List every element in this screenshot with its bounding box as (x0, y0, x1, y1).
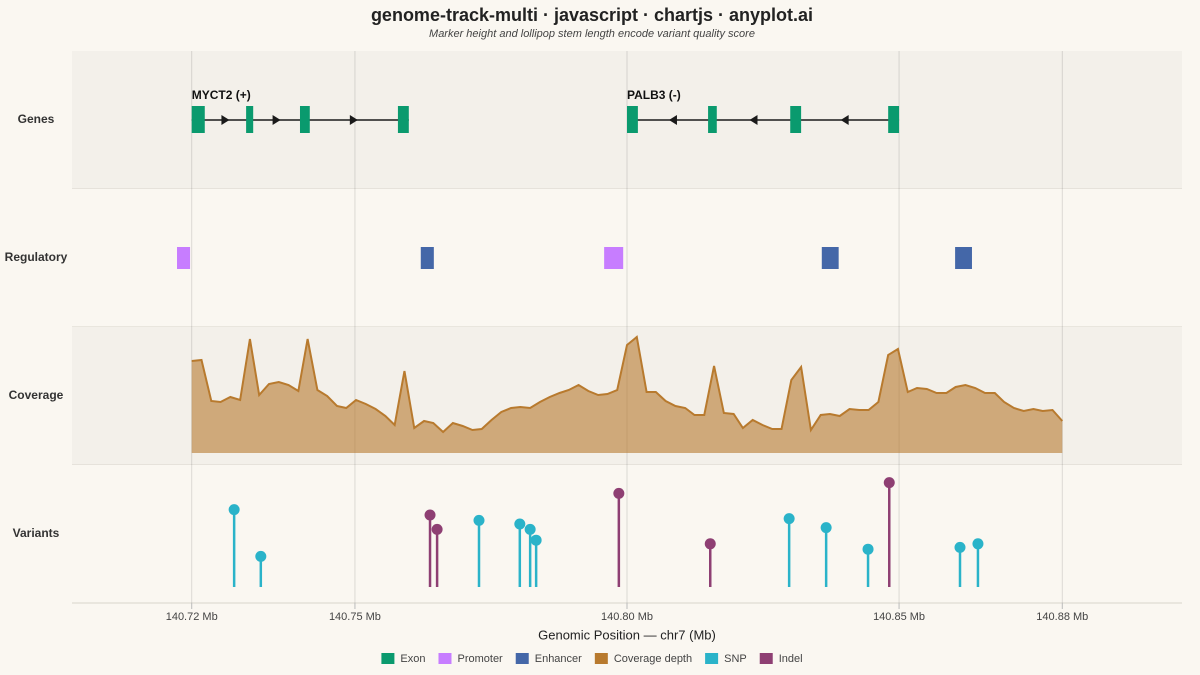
legend-item: Indel (759, 653, 803, 665)
track-background (72, 189, 1182, 327)
legend-label: SNP (724, 653, 747, 665)
variant-marker (972, 538, 984, 550)
variant-marker (424, 509, 436, 521)
legend-label: Promoter (457, 653, 503, 665)
exon (299, 106, 310, 133)
variant-marker (704, 538, 716, 550)
legend-item: Exon (381, 653, 425, 665)
legend-item: Promoter (438, 653, 503, 665)
track-label: Coverage (9, 388, 64, 402)
coverage-area (191, 337, 1063, 453)
x-axis-label: Genomic Position — chr7 (Mb) (538, 627, 716, 642)
x-tick-label: 140.80 Mb (601, 611, 653, 623)
chart-subtitle: Marker height and lollipop stem length e… (429, 28, 755, 40)
legend-swatch (759, 653, 773, 664)
legend-item: Enhancer (515, 653, 582, 665)
variant-marker (228, 504, 240, 516)
strand-arrow (272, 115, 281, 125)
strand-arrow (749, 115, 758, 125)
legend-swatch (438, 653, 452, 664)
legend-item: Coverage depth (594, 653, 692, 665)
legend-label: Enhancer (535, 653, 582, 665)
coverage-line (191, 335, 1064, 434)
regulatory-element (955, 247, 972, 269)
variant-marker (431, 523, 443, 535)
variant-marker (613, 487, 625, 499)
variant-marker (883, 477, 895, 489)
chart-title: genome-track-multi · javascript · chartj… (371, 5, 813, 25)
regulatory-element (604, 247, 624, 269)
variant-marker (473, 514, 485, 526)
track-background (72, 465, 1182, 603)
exon (627, 106, 638, 133)
exon (888, 106, 900, 133)
gene-label: MYCT2 (+) (192, 88, 251, 102)
variant-marker (514, 518, 526, 530)
variant-marker (783, 513, 795, 525)
track-label: Variants (13, 526, 60, 540)
strand-arrow (349, 115, 358, 125)
x-tick-label: 140.72 Mb (166, 611, 218, 623)
strand-arrow (668, 115, 677, 125)
legend-item: SNP (705, 653, 747, 665)
strand-arrow (840, 115, 849, 125)
variant-marker (954, 541, 966, 553)
gene-label: PALB3 (-) (627, 88, 681, 102)
legend-label: Coverage depth (614, 653, 692, 665)
strand-arrow (221, 115, 230, 125)
legend-swatch (705, 653, 719, 664)
variant-marker (255, 550, 267, 562)
variant-marker (530, 534, 542, 546)
variant-marker (862, 543, 874, 555)
variant-marker (524, 523, 536, 535)
regulatory-element (177, 247, 191, 269)
legend-swatch (594, 653, 608, 664)
exon (790, 106, 802, 133)
legend: Exon Promoter Enhancer Coverage depth SNP Ind… (381, 653, 803, 665)
regulatory-element (821, 247, 839, 269)
legend-label: Indel (779, 653, 803, 665)
exon (708, 106, 717, 133)
x-tick-label: 140.75 Mb (329, 611, 381, 623)
track-label: Regulatory (5, 250, 68, 264)
exon (191, 106, 205, 133)
legend-swatch (381, 653, 395, 664)
variant-marker (820, 522, 832, 534)
exon (246, 106, 254, 133)
legend-swatch (515, 653, 529, 664)
exon (397, 106, 409, 133)
regulatory-element (420, 247, 434, 269)
x-tick-label: 140.85 Mb (873, 611, 925, 623)
legend-label: Exon (400, 653, 425, 665)
track-label: Genes (18, 112, 55, 126)
x-tick-label: 140.88 Mb (1036, 611, 1088, 623)
